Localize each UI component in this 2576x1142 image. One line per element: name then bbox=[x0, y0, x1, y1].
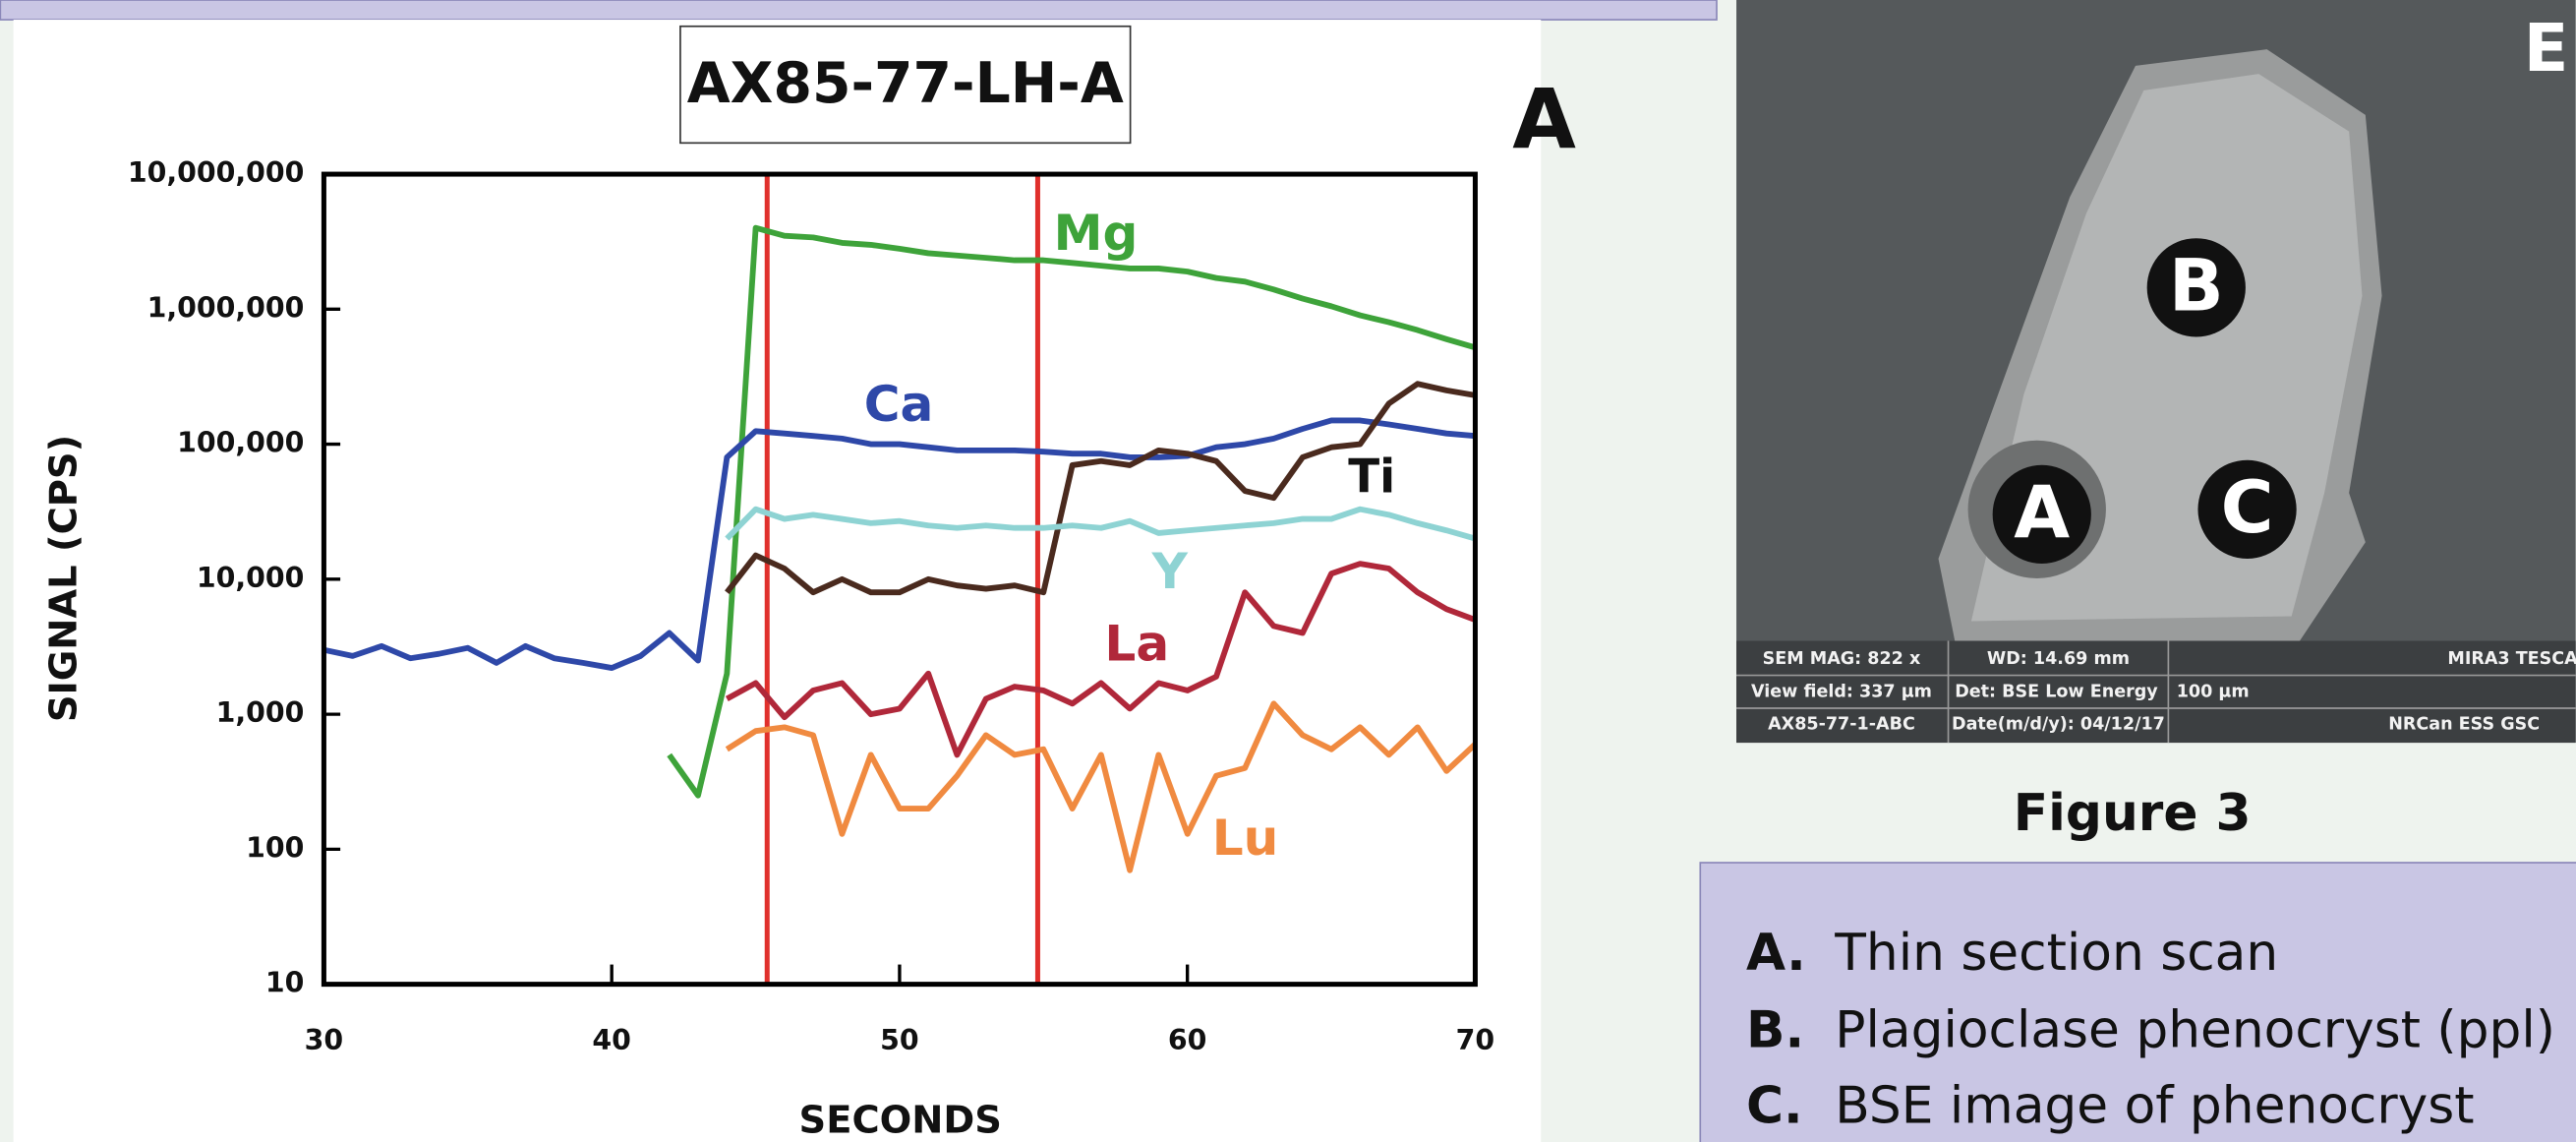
ablation-spot bbox=[2197, 459, 2297, 559]
plot: 10 100 1,000 10,000 100,000 1,000,000 10,000,0… bbox=[128, 156, 1494, 1056]
meta-band bbox=[1736, 640, 2576, 744]
ablation-spot bbox=[1992, 464, 2091, 564]
meta-text: AX85-77-1-ABC bbox=[1768, 715, 1915, 735]
item-text: Thin section scan bbox=[1834, 924, 2278, 983]
series-label: Y bbox=[1151, 542, 1189, 600]
ablation-spot bbox=[2146, 238, 2246, 337]
series-line bbox=[322, 417, 1476, 671]
series-label: Ti bbox=[1348, 451, 1395, 504]
x-tick-label: 70 bbox=[1456, 1024, 1495, 1056]
panel-label: A bbox=[1512, 71, 1576, 167]
series-label: Ca bbox=[864, 375, 934, 433]
series-line bbox=[725, 381, 1476, 596]
legend-box bbox=[1699, 862, 2576, 1142]
series-line bbox=[725, 506, 1477, 542]
top-banner bbox=[0, 0, 1718, 21]
x-tick-label: 50 bbox=[880, 1024, 919, 1056]
meta-text: View field: 337 µm bbox=[1751, 682, 1932, 701]
figure-caption: Figure 3 bbox=[2014, 784, 2252, 843]
series-line bbox=[725, 561, 1477, 758]
legend-items: A. Thin section scan B. Plagioclase phen… bbox=[1746, 924, 2555, 1135]
series-label: Mg bbox=[1054, 204, 1139, 262]
sem-image: B A C E SEM MAG: 822 x WD: 14.69 mm MIRA… bbox=[1736, 0, 2576, 744]
meta-text: Det: BSE Low Energy bbox=[1955, 682, 2158, 701]
spot-label: A bbox=[2014, 471, 2070, 555]
item-key: A. bbox=[1746, 924, 1806, 983]
meta-text: NRCan ESS GSC bbox=[2388, 715, 2540, 735]
y-tick-label: 100,000 bbox=[177, 427, 304, 459]
meta-text: WD: 14.69 mm bbox=[1987, 649, 2130, 669]
series-line bbox=[667, 224, 1477, 799]
chart-panel bbox=[13, 20, 1542, 1142]
series-label: Lu bbox=[1212, 809, 1279, 867]
plot-frame bbox=[321, 171, 1478, 988]
x-tick-label: 40 bbox=[592, 1024, 631, 1056]
item-key: C. bbox=[1746, 1077, 1803, 1136]
y-tick-label: 10 bbox=[265, 967, 305, 999]
item-text: BSE image of phenocryst bbox=[1835, 1077, 2474, 1136]
item-key: B. bbox=[1746, 1001, 1804, 1060]
x-axis-title: SECONDS bbox=[799, 1098, 1002, 1142]
x-tick-label: 60 bbox=[1168, 1024, 1207, 1056]
chart-title: AX85-77-LH-A bbox=[687, 51, 1124, 116]
meta-text: MIRA3 TESCA bbox=[2447, 649, 2576, 669]
title-box bbox=[679, 25, 1132, 145]
item-text: Plagioclase phenocryst (ppl) bbox=[1835, 1001, 2555, 1060]
y-tick-label: 10,000 bbox=[197, 562, 305, 594]
y-tick-label: 100 bbox=[246, 831, 304, 864]
y-tick-label: 10,000,000 bbox=[128, 156, 305, 189]
series-label: La bbox=[1104, 615, 1169, 673]
meta-text: 100 µm bbox=[2177, 682, 2250, 701]
meta-text: SEM MAG: 822 x bbox=[1763, 649, 1921, 669]
y-tick-label: 1,000 bbox=[216, 696, 305, 729]
y-axis-title: SIGNAL (CPS) bbox=[42, 435, 87, 722]
meta-text: Date(m/d/y): 04/12/17 bbox=[1952, 715, 2165, 735]
series-line bbox=[725, 700, 1478, 873]
spot-label: B bbox=[2169, 245, 2224, 329]
corner-label: E bbox=[2524, 10, 2569, 87]
y-tick-label: 1,000,000 bbox=[147, 291, 305, 324]
x-tick-label: 30 bbox=[305, 1024, 344, 1056]
meta-grid bbox=[1736, 640, 2576, 744]
spot-label: C bbox=[2221, 466, 2274, 550]
